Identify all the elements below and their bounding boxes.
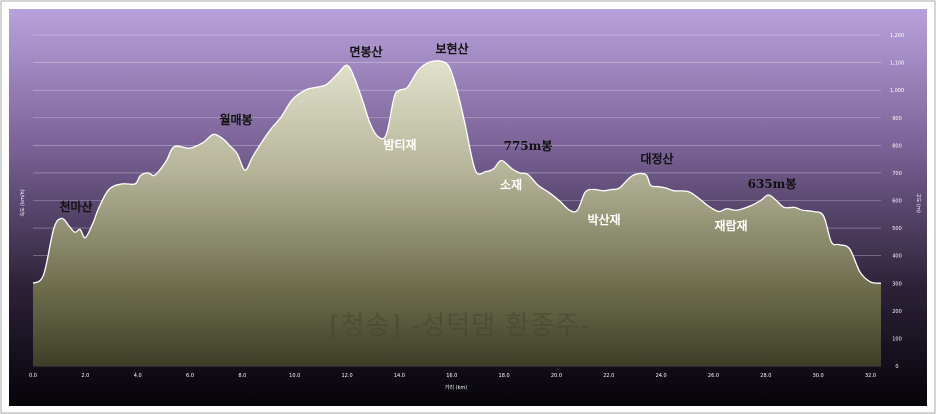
y-tick-label: 800: [892, 143, 902, 149]
x-tick-label: 2.0: [81, 373, 89, 379]
y-tick-label: 700: [892, 171, 902, 177]
elevation-area: [33, 60, 881, 367]
x-tick-label: 32.0: [865, 373, 876, 379]
y-tick-label: 400: [892, 254, 902, 260]
peak-label: 천마산: [59, 199, 92, 214]
peak-label: 면봉산: [349, 44, 382, 59]
peak-label: 박산재: [587, 212, 620, 227]
y-tick-label: 900: [892, 116, 902, 122]
x-tick-label: 28.0: [760, 373, 771, 379]
peak-label: 보현산: [435, 41, 468, 56]
x-tick-label: 14.0: [394, 373, 405, 379]
x-tick-label: 26.0: [708, 373, 719, 379]
x-tick-label: 22.0: [603, 373, 614, 379]
x-tick-label: 20.0: [551, 373, 562, 379]
peak-label: 월매봉: [219, 112, 252, 127]
x-tick-label: 10.0: [289, 373, 300, 379]
peak-label: 밤티재: [383, 137, 416, 152]
y-tick-label: 100: [892, 336, 902, 342]
y-tick-label: 300: [892, 281, 902, 287]
peak-label: 소재: [500, 178, 522, 192]
peak-label: 635m봉: [748, 177, 797, 191]
y-tick-label: 0: [895, 364, 898, 370]
y-tick-label: 1,200: [890, 33, 904, 39]
x-tick-label: 8.0: [238, 373, 246, 379]
y-axis-ticks: 0 100 200 300 400 500 600 700 800 900 1,000 1,100 1,…: [890, 33, 904, 370]
x-axis-title: 거리 (km): [445, 384, 468, 391]
x-tick-label: 18.0: [499, 373, 510, 379]
x-axis-ticks: 0.0 2.0 4.0 6.0 8.0 10.0 12.0 14.0 16.0 18.0 20.0 2…: [29, 373, 876, 379]
peak-label: 재랍재: [714, 219, 747, 233]
y-axis-title-right: 고도 (m): [915, 193, 921, 213]
elevation-line: [32, 60, 882, 284]
x-tick-label: 6.0: [186, 373, 194, 379]
x-tick-label: 16.0: [446, 373, 457, 379]
x-tick-label: 0.0: [29, 373, 37, 379]
y-tick-label: 600: [892, 199, 902, 205]
watermark-title: [청송] -성덕댐 환종주-: [330, 311, 591, 341]
y-axis-title-left: 속도 (km/h): [19, 189, 26, 216]
x-tick-label: 24.0: [656, 373, 667, 379]
y-tick-label: 500: [892, 226, 902, 232]
y-tick-label: 200: [892, 309, 902, 315]
x-tick-label: 30.0: [813, 373, 824, 379]
x-tick-label: 4.0: [134, 373, 142, 379]
peak-label: 대정산: [640, 151, 673, 166]
y-tick-label: 1,000: [890, 88, 904, 94]
y-tick-label: 1,100: [890, 61, 904, 67]
peak-label: 775m봉: [504, 139, 553, 153]
x-tick-label: 12.0: [342, 373, 353, 379]
